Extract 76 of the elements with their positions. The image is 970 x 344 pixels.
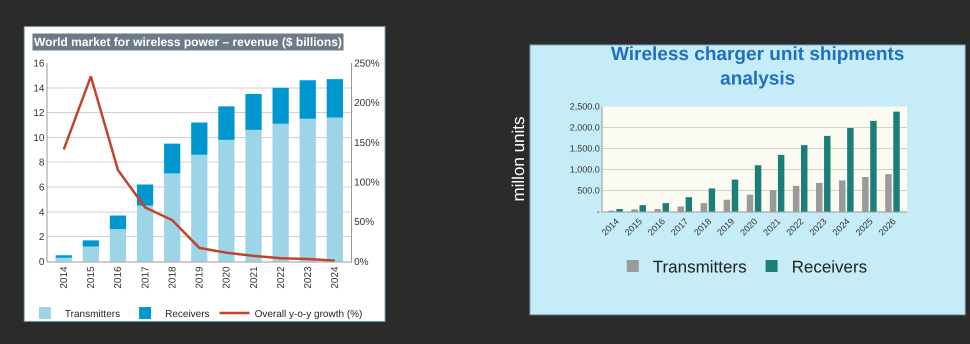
y-tick-label: 1,500.0 [570, 144, 600, 154]
y-tick-label: 6 [38, 182, 45, 194]
y2-tick-label: 250% [354, 58, 380, 70]
bar [893, 112, 900, 212]
bar [82, 240, 99, 247]
y2-tick-label: 0% [354, 256, 369, 268]
y-tick-label: 4 [38, 207, 45, 218]
bar [245, 130, 262, 262]
legend-label: Transmitters [64, 308, 120, 320]
x-tick-label: 2016 [113, 266, 124, 289]
y-tick-label: - [596, 206, 600, 217]
y2-tick-label: 200% [354, 98, 380, 110]
bar [326, 118, 343, 262]
y-tick-label: 2,000.0 [570, 122, 600, 133]
bar [136, 206, 154, 262]
legend-label: Transmitters [652, 258, 747, 277]
bar [245, 94, 262, 130]
bar [300, 80, 316, 119]
bar [218, 140, 235, 262]
bar [639, 205, 646, 212]
x-tick-label: 2020 [222, 266, 233, 289]
bar [662, 203, 669, 212]
bar [164, 173, 180, 262]
x-tick-label: 2024 [330, 266, 342, 289]
y-tick-label: 1,000.0 [570, 164, 600, 175]
y-tick-label: 500.0 [577, 186, 600, 196]
bar [870, 120, 877, 212]
y2-tick-label: 100% [354, 178, 380, 189]
bar [191, 154, 208, 262]
y-tick-label: 10 [33, 132, 45, 144]
bar [136, 184, 154, 206]
x-tick-label: 2023 [302, 266, 314, 289]
bar [824, 136, 831, 212]
y-tick-label: 0 [38, 256, 45, 268]
bar [778, 154, 784, 212]
bar [272, 124, 289, 262]
y-tick-label: 2,500.0 [570, 102, 600, 112]
bar [800, 145, 808, 212]
y-tick-label: 8 [38, 158, 45, 169]
legend-label: Receivers [792, 258, 868, 277]
bar [708, 188, 716, 212]
bar [110, 229, 126, 262]
bar [110, 216, 126, 230]
legend-label: Receivers [165, 308, 210, 320]
x-tick-label: 2014 [59, 266, 70, 289]
y-tick-label: 12 [33, 108, 45, 120]
bar [218, 106, 235, 140]
x-tick-label: 2017 [140, 266, 152, 289]
bar [56, 255, 72, 258]
legend-label: Overall y-o-y growth (%) [254, 308, 362, 320]
x-tick-label: 2019 [194, 266, 206, 289]
bar [616, 208, 623, 212]
bar [56, 258, 72, 262]
x-tick-label: 2018 [167, 266, 178, 289]
bar [300, 118, 316, 262]
y-tick-label: 16 [33, 58, 45, 70]
bar [82, 246, 99, 262]
bar [686, 197, 692, 212]
bar [754, 165, 762, 212]
bar [272, 88, 289, 124]
x-tick-label: 2021 [248, 266, 260, 289]
y2-tick-label: 150% [354, 138, 380, 149]
line-series [62, 75, 336, 262]
chart-title: Wireless charger unit shipments analysis [611, 44, 904, 90]
x-tick-label: 2022 [276, 266, 287, 289]
bar [191, 122, 208, 155]
bar [847, 128, 854, 212]
y-axis-title: millon units [509, 116, 528, 202]
bar [326, 79, 343, 118]
bar [732, 180, 738, 212]
bar [164, 144, 180, 174]
y2-tick-label: 50% [354, 217, 374, 228]
y-tick-label: 14 [33, 83, 45, 94]
y-tick-label: 2 [38, 232, 45, 244]
x-tick-label: 2015 [86, 266, 98, 289]
chart-title: World market for wireless power – revenue ($ billions) [34, 35, 342, 49]
